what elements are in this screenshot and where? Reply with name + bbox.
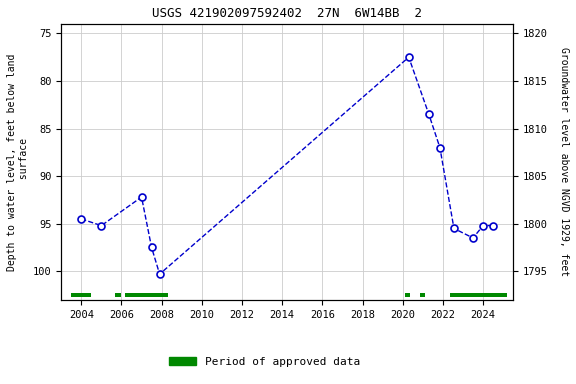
Bar <box>71 293 92 298</box>
Bar <box>405 293 410 298</box>
Legend: Period of approved data: Period of approved data <box>164 353 365 372</box>
Bar <box>450 293 507 298</box>
Bar <box>126 293 168 298</box>
Bar <box>420 293 425 298</box>
Y-axis label: Groundwater level above NGVD 1929, feet: Groundwater level above NGVD 1929, feet <box>559 47 569 276</box>
Bar <box>115 293 122 298</box>
Title: USGS 421902097592402  27N  6W14BB  2: USGS 421902097592402 27N 6W14BB 2 <box>152 7 422 20</box>
Y-axis label: Depth to water level, feet below land
 surface: Depth to water level, feet below land su… <box>7 53 29 271</box>
